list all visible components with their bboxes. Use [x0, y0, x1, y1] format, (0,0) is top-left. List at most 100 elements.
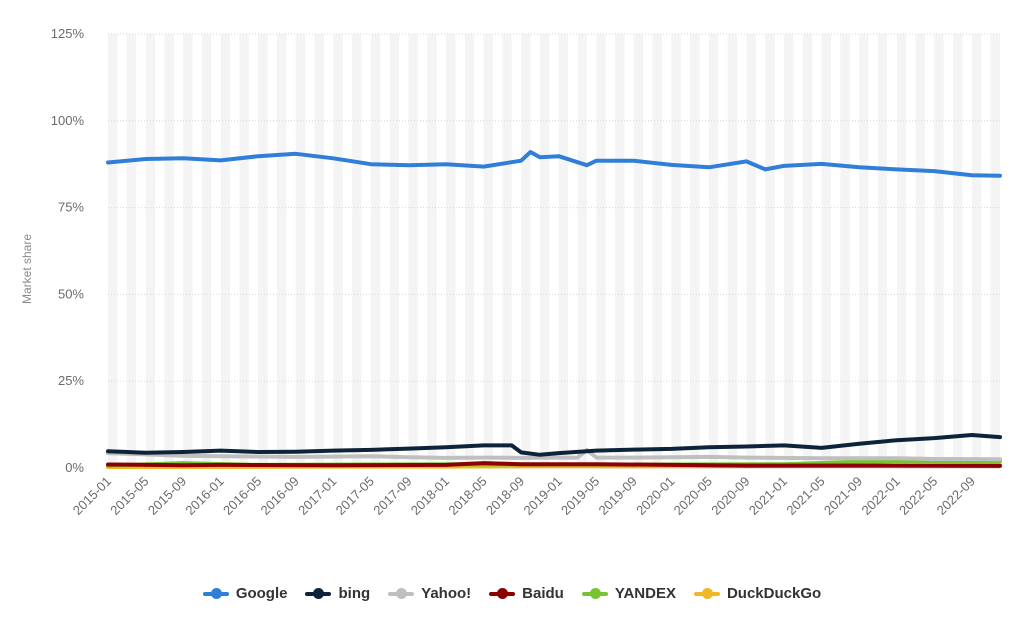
- month-band: [953, 34, 963, 468]
- month-band: [727, 34, 738, 468]
- month-band: [333, 34, 343, 468]
- x-tick-label: 2018-05: [445, 474, 489, 518]
- x-tick-label: 2021-01: [746, 474, 790, 518]
- month-band: [164, 34, 174, 468]
- month-band: [502, 34, 512, 468]
- legend-swatch: [581, 587, 608, 599]
- month-band: [915, 34, 925, 468]
- x-tick-label: 2019-01: [520, 474, 564, 518]
- month-band: [108, 34, 118, 468]
- month-band: [746, 34, 756, 468]
- x-tick-label: 2015-01: [70, 474, 114, 518]
- month-band: [821, 34, 831, 468]
- x-tick-label: 2020-09: [708, 474, 752, 518]
- y-tick-label: 25%: [58, 373, 84, 388]
- month-band: [990, 34, 1000, 468]
- x-tick-label: 2021-09: [821, 474, 865, 518]
- legend-swatch: [489, 587, 516, 599]
- month-band: [220, 34, 231, 468]
- month-band: [183, 34, 193, 468]
- series-line-google: [106, 150, 1002, 178]
- y-tick-label: 100%: [51, 113, 85, 128]
- month-band: [277, 34, 287, 468]
- legend-item-duckduckgo[interactable]: DuckDuckGo: [693, 585, 822, 602]
- month-band: [408, 34, 418, 468]
- x-tick-label: 2016-09: [258, 474, 302, 518]
- y-tick-label: 50%: [58, 286, 84, 301]
- legend-swatch-dot: [210, 587, 222, 599]
- month-band: [671, 34, 681, 468]
- legend-swatch: [693, 587, 720, 599]
- month-band: [971, 34, 982, 468]
- x-tick-label: 2017-01: [295, 474, 339, 518]
- month-band: [427, 34, 437, 468]
- legend-swatch-dot: [313, 587, 325, 599]
- month-band: [934, 34, 944, 468]
- month-band: [521, 34, 531, 468]
- legend-swatch-dot: [589, 587, 601, 599]
- month-band: [370, 34, 381, 468]
- legend-swatch: [202, 587, 229, 599]
- legend-item-bing[interactable]: bing: [305, 585, 370, 602]
- month-band: [765, 34, 775, 468]
- series-line-baidu: [106, 461, 1002, 468]
- legend-label: Google: [235, 585, 288, 602]
- x-tick-label: 2021-05: [783, 474, 827, 518]
- month-band: [314, 34, 324, 468]
- x-tick-label: 2016-01: [182, 474, 226, 518]
- month-band: [577, 34, 587, 468]
- legend-item-yahoo[interactable]: Yahoo!: [388, 585, 471, 602]
- month-band: [877, 34, 888, 468]
- month-bands: [108, 34, 1000, 468]
- legend-label: YANDEX: [614, 585, 676, 602]
- legend-swatch-dot: [701, 587, 713, 599]
- month-band: [690, 34, 700, 468]
- x-tick-label: 2022-09: [934, 474, 978, 518]
- legend: Google bing Yahoo! Baidu YANDEX DuckDuckGo: [0, 585, 1024, 602]
- month-band: [558, 34, 569, 468]
- x-tick-label: 2018-09: [483, 474, 527, 518]
- series-line-yahoo: [106, 447, 1002, 462]
- y-tick-label: 125%: [51, 26, 85, 41]
- month-band: [389, 34, 400, 468]
- line-chart: 0% 25% 50% 75% 100% 125% Market share 2015-01 20…: [20, 26, 1002, 518]
- x-tick-label: 2015-09: [145, 474, 189, 518]
- x-tick-label: 2017-09: [370, 474, 414, 518]
- month-band: [258, 34, 268, 468]
- month-band: [652, 34, 662, 468]
- x-tick-label: 2016-05: [220, 474, 264, 518]
- month-band: [539, 34, 550, 468]
- month-band: [352, 34, 362, 468]
- month-band: [596, 34, 606, 468]
- month-band: [239, 34, 249, 468]
- legend-label: Baidu: [522, 585, 564, 602]
- legend-swatch-dot: [497, 587, 509, 599]
- month-band: [633, 34, 644, 468]
- legend-item-google[interactable]: Google: [202, 585, 288, 602]
- y-axis-title: Market share: [20, 234, 34, 304]
- series-line-bing: [106, 433, 1002, 457]
- legend-swatch-dot: [396, 587, 408, 599]
- x-tick-label: 2022-05: [896, 474, 940, 518]
- month-band: [201, 34, 212, 468]
- legend-swatch: [305, 587, 332, 599]
- legend-item-baidu[interactable]: Baidu: [489, 585, 564, 602]
- legend-item-yandex[interactable]: YANDEX: [581, 585, 676, 602]
- month-band: [615, 34, 625, 468]
- x-tick-label: 2020-01: [633, 474, 677, 518]
- month-band: [896, 34, 907, 468]
- month-band: [464, 34, 475, 468]
- y-tick-label: 0%: [65, 460, 84, 475]
- legend-label: DuckDuckGo: [726, 585, 822, 602]
- x-tick-label: 2019-09: [596, 474, 640, 518]
- month-band: [784, 34, 794, 468]
- month-band: [802, 34, 813, 468]
- month-band: [446, 34, 456, 468]
- y-tick-label: 75%: [58, 200, 84, 215]
- legend-swatch: [388, 587, 415, 599]
- x-tick-label: 2020-05: [671, 474, 715, 518]
- x-tick-label: 2017-05: [333, 474, 377, 518]
- x-tick-label: 2022-01: [858, 474, 902, 518]
- x-tick-label: 2018-01: [408, 474, 452, 518]
